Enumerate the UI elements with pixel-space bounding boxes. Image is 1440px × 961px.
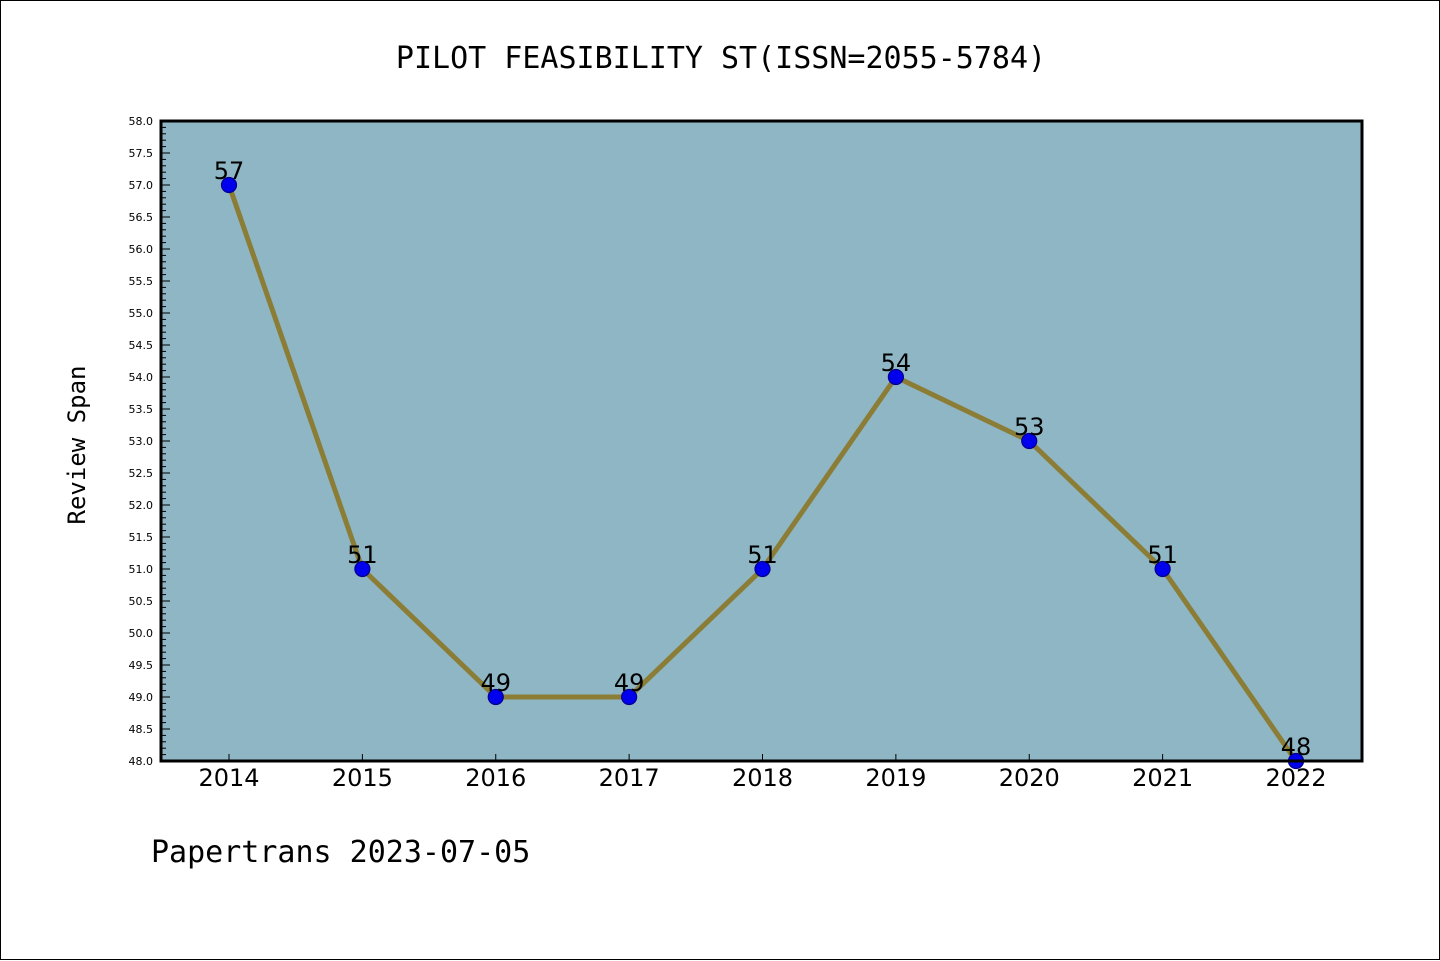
plot-area <box>161 121 1362 761</box>
data-label: 49 <box>614 669 645 697</box>
data-point <box>354 560 371 578</box>
data-label: 53 <box>1014 413 1045 441</box>
y-tick-label: 53.0 <box>129 435 154 448</box>
y-tick-label: 55.0 <box>129 307 154 320</box>
y-tick-label: 55.5 <box>129 275 154 288</box>
data-label: 49 <box>480 669 511 697</box>
data-point <box>621 688 638 706</box>
y-tick-label: 57.0 <box>129 179 154 192</box>
data-label: 48 <box>1281 733 1312 761</box>
data-point <box>754 560 771 578</box>
x-tick-label: 2019 <box>865 764 926 792</box>
y-tick-label: 48.5 <box>129 723 154 736</box>
x-tick-label: 2017 <box>599 764 660 792</box>
y-tick-label: 49.0 <box>129 691 154 704</box>
data-point <box>1021 432 1038 450</box>
data-point <box>887 368 904 386</box>
y-tick-label: 48.0 <box>129 755 154 768</box>
y-tick-label: 54.5 <box>129 339 154 352</box>
footer-text: Papertrans 2023-07-05 <box>151 835 531 870</box>
y-tick-label: 52.0 <box>129 499 154 512</box>
data-point <box>1154 560 1171 578</box>
x-tick-label: 2016 <box>465 764 526 792</box>
data-label: 51 <box>347 541 378 569</box>
x-tick-label: 2015 <box>332 764 393 792</box>
data-point <box>220 176 238 194</box>
y-tick-label: 54.0 <box>129 371 154 384</box>
data-label: 54 <box>881 349 912 377</box>
y-tick-label: 56.5 <box>129 211 154 224</box>
y-tick-label: 49.5 <box>129 659 154 672</box>
y-axis-label: Review Span <box>63 366 91 525</box>
y-tick-label: 56.0 <box>129 243 154 256</box>
plot-border <box>159 119 1364 763</box>
data-point <box>487 688 504 706</box>
y-tick-label: 53.5 <box>129 403 154 416</box>
y-tick-label: 58.0 <box>129 115 154 128</box>
y-tick-label: 51.0 <box>129 563 154 576</box>
data-label: 51 <box>747 541 778 569</box>
y-tick-label: 52.5 <box>129 467 154 480</box>
data-label: 51 <box>1147 541 1178 569</box>
data-label: 57 <box>214 157 245 185</box>
chart-title: PILOT FEASIBILITY ST(ISSN=2055-5784) <box>396 41 1046 76</box>
y-tick-label: 57.5 <box>129 147 154 160</box>
series-layer: 57 51 49 49 51 54 53 51 48 <box>214 157 1312 770</box>
x-tick-label: 2020 <box>999 764 1060 792</box>
x-tick-label: 2021 <box>1132 764 1193 792</box>
x-tick-label: 2014 <box>198 764 259 792</box>
y-tick-label: 51.5 <box>129 531 154 544</box>
y-tick-label: 50.0 <box>129 627 154 640</box>
y-tick-label: 50.5 <box>129 595 154 608</box>
x-axis: 2014 2015 2016 2017 2018 2019 2020 2021 2022 <box>198 754 1327 792</box>
x-tick-label: 2018 <box>732 764 793 792</box>
